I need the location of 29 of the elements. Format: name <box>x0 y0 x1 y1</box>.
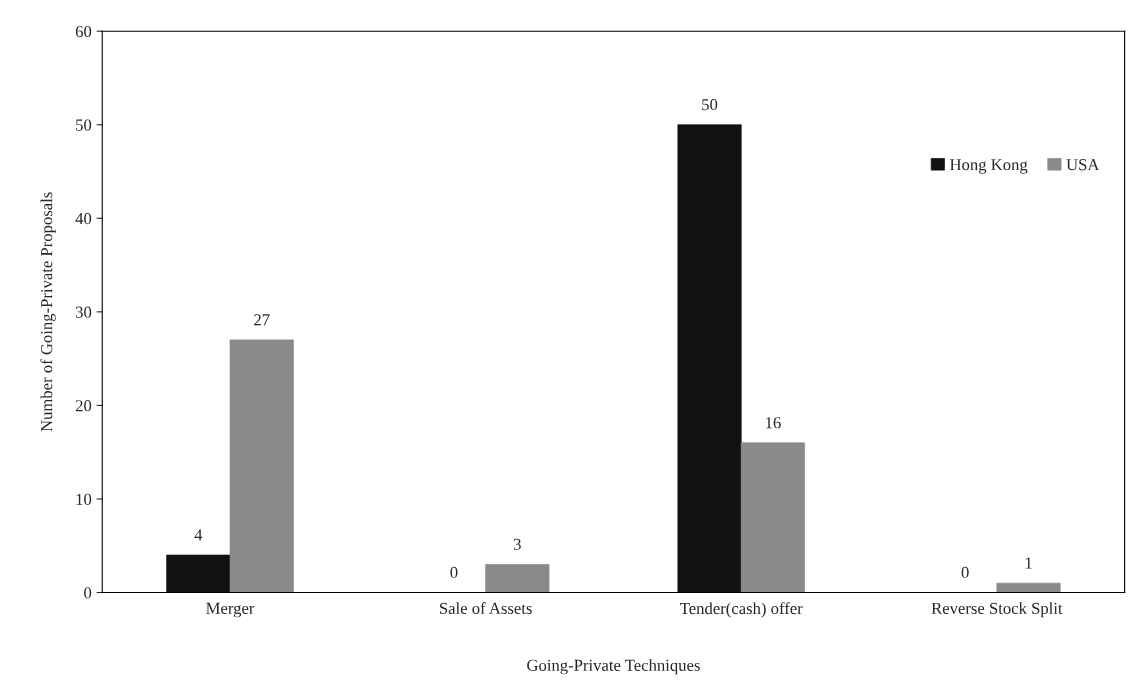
legend-label: Hong Kong <box>949 159 1028 174</box>
y-tick-label: 60 <box>75 25 92 38</box>
data-label: 0 <box>450 566 458 579</box>
y-tick-label: 40 <box>75 212 92 225</box>
legend-label: USA <box>1066 159 1100 171</box>
data-label: 4 <box>194 529 203 541</box>
bar <box>996 582 1061 593</box>
y-tick-label: 50 <box>76 119 92 131</box>
data-label: 0 <box>961 566 969 579</box>
y-tick-label: 30 <box>75 306 92 318</box>
bar <box>740 442 805 593</box>
y-tick-label: 10 <box>76 493 92 505</box>
data-label: 16 <box>766 417 781 429</box>
x-tick-label: Reverse Stock Split <box>931 602 1063 618</box>
data-label: 3 <box>513 538 521 550</box>
bar <box>677 124 742 593</box>
data-label: 50 <box>702 99 718 111</box>
data-label: 27 <box>254 314 270 326</box>
bar <box>166 554 231 593</box>
x-tick-label: Merger <box>206 602 255 618</box>
bar <box>229 339 294 593</box>
x-tick-label: Tender(cash) offer <box>680 602 803 618</box>
bar <box>485 564 550 593</box>
y-tick-label: 20 <box>75 400 92 412</box>
y-tick-label: 0 <box>84 587 92 599</box>
data-label: 1 <box>1025 557 1032 569</box>
y-axis-title: Number of Going-Private Proposals <box>40 192 56 432</box>
x-tick-label: Sale of Assets <box>439 602 532 614</box>
x-axis-title: Going-Private Techniques <box>527 659 700 675</box>
